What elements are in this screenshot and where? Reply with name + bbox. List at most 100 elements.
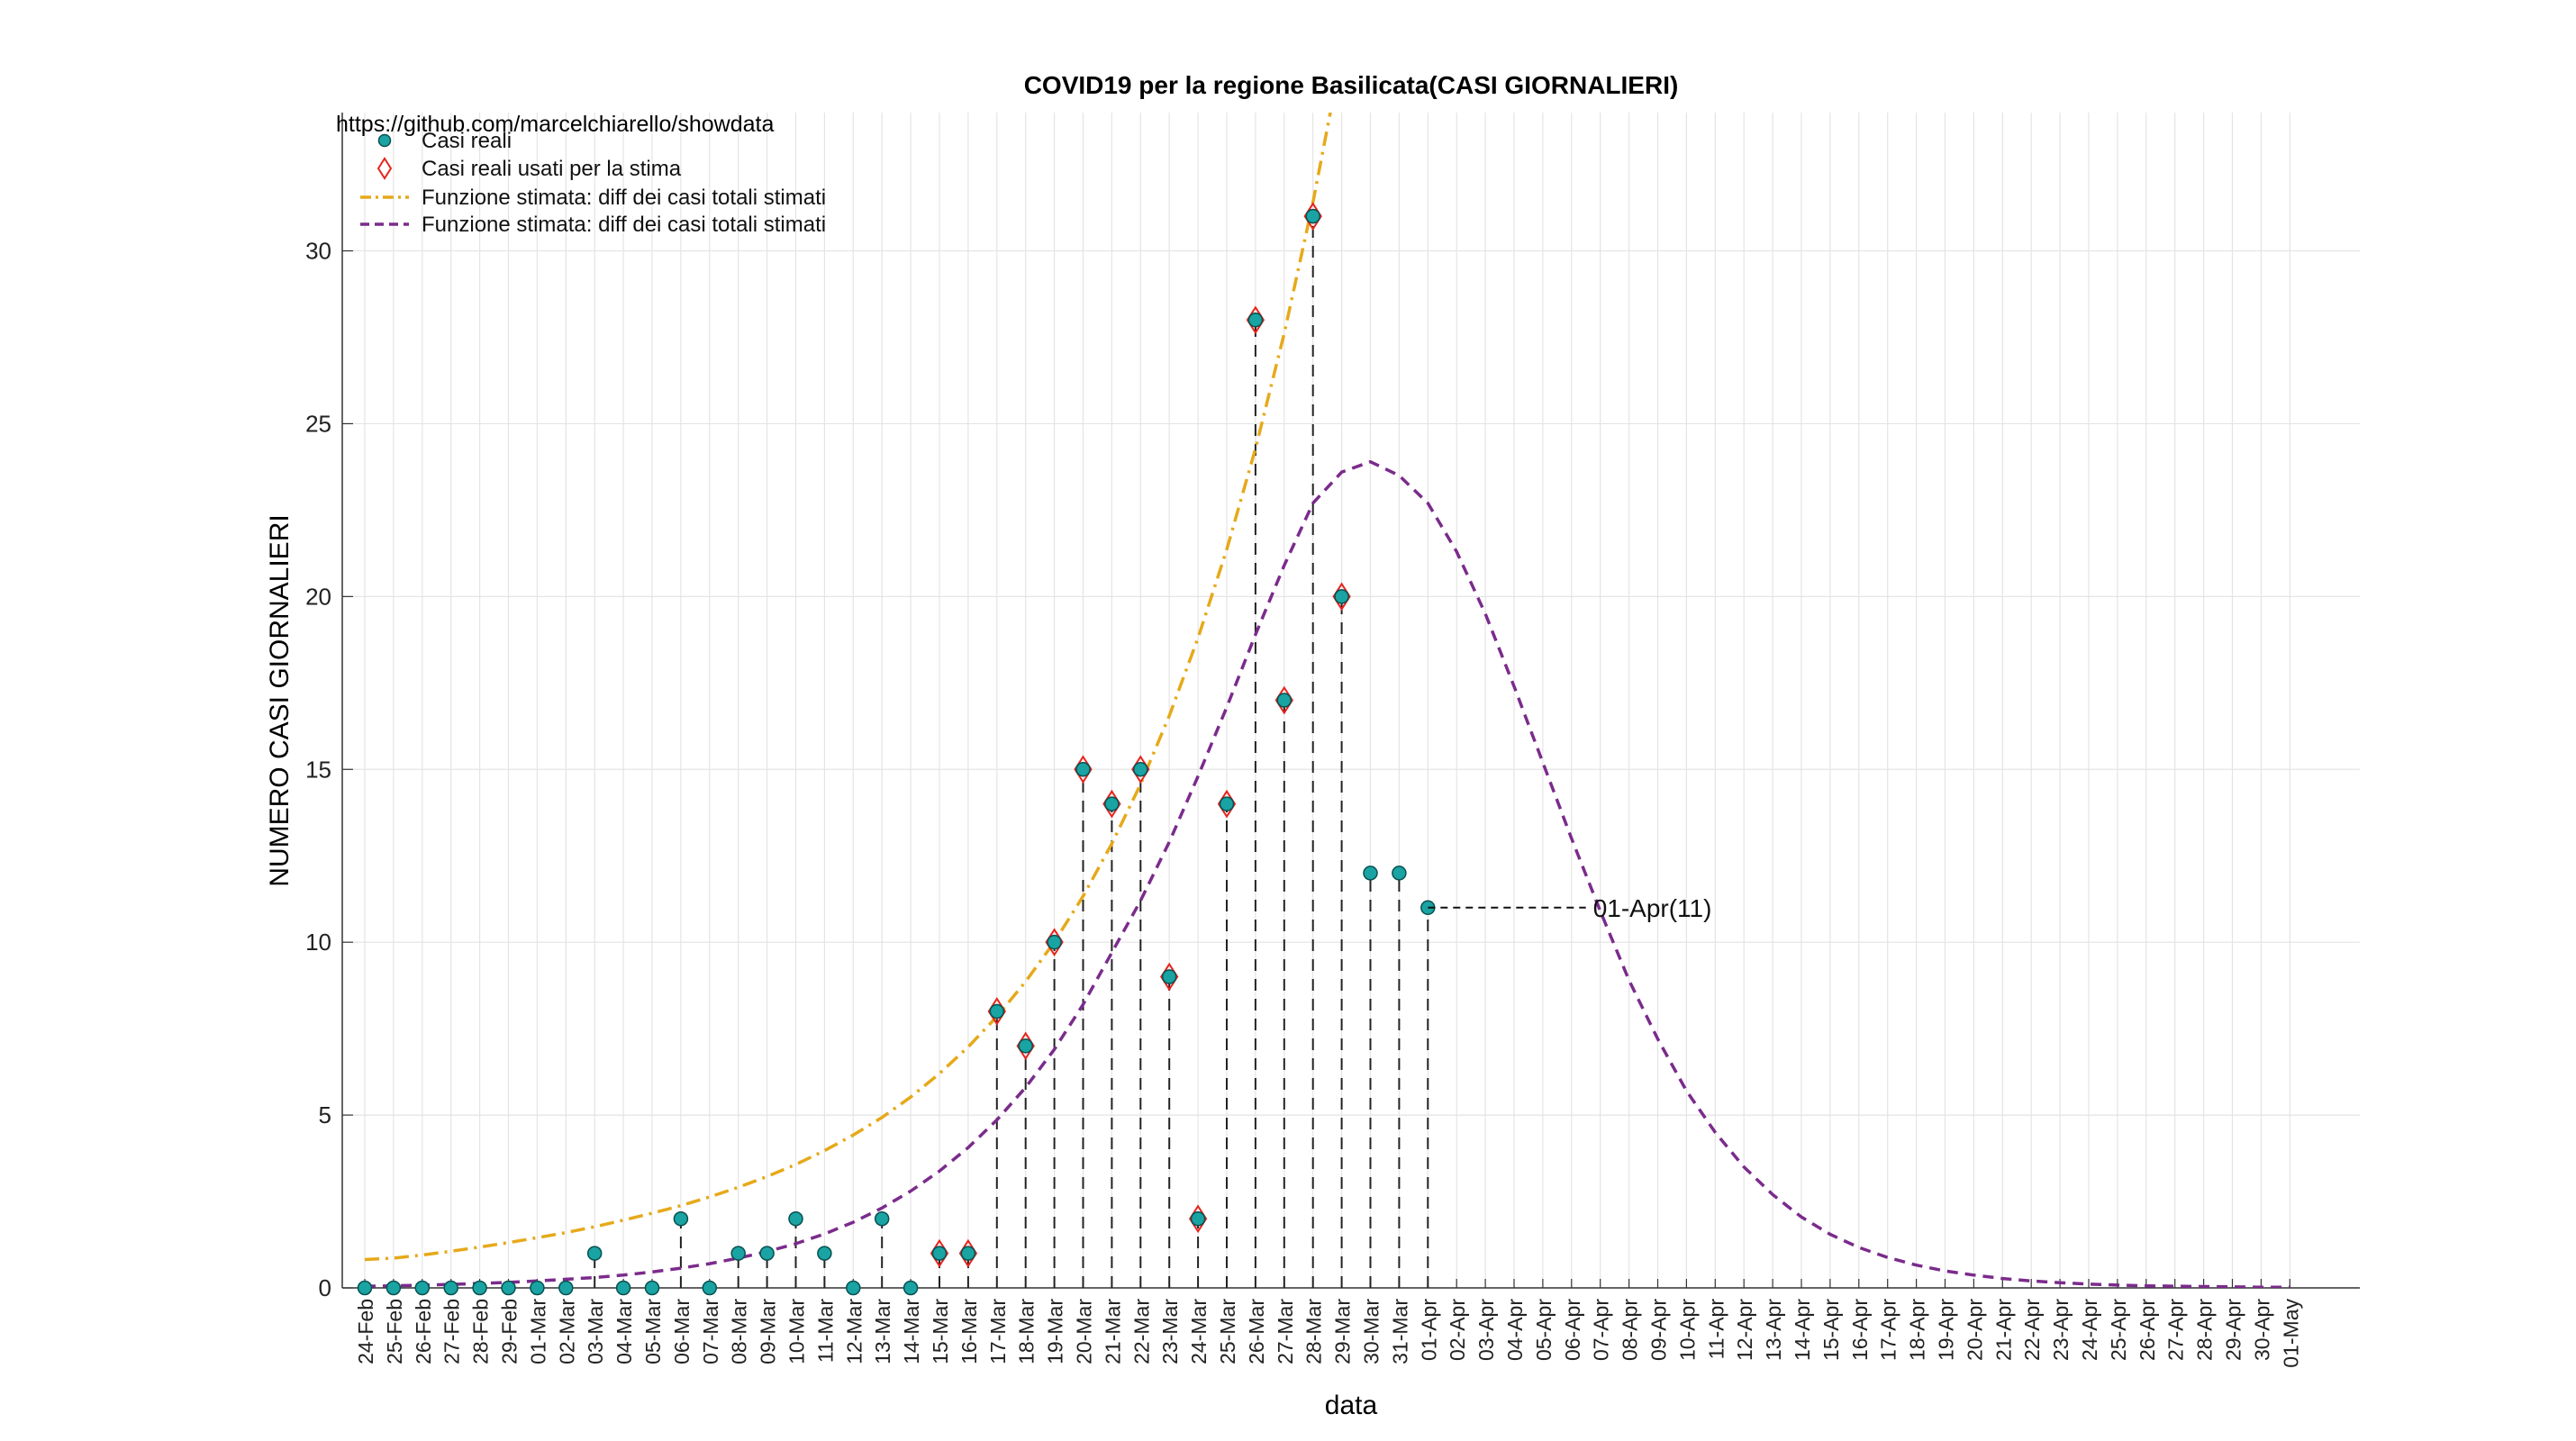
x-tick-label: 21-Mar bbox=[1101, 1299, 1124, 1364]
x-tick-label: 03-Mar bbox=[584, 1299, 607, 1364]
x-tick-label: 08-Apr bbox=[1619, 1299, 1642, 1361]
x-tick-label: 01-Apr bbox=[1417, 1299, 1440, 1361]
x-tick-label: 22-Mar bbox=[1129, 1299, 1153, 1364]
x-tick-label: 18-Apr bbox=[1906, 1299, 1929, 1361]
dot-marker bbox=[472, 1280, 487, 1296]
x-tick-label: 28-Feb bbox=[469, 1299, 493, 1364]
x-tick-label: 14-Apr bbox=[1791, 1299, 1814, 1361]
x-tick-label: 26-Feb bbox=[412, 1299, 435, 1364]
dot-marker bbox=[788, 1210, 803, 1227]
dot-marker bbox=[1133, 762, 1148, 777]
y-tick-label: 0 bbox=[319, 1274, 331, 1301]
x-tick-label: 28-Mar bbox=[1302, 1299, 1326, 1364]
x-tick-label: 29-Apr bbox=[2222, 1299, 2245, 1361]
dot-marker bbox=[357, 1280, 373, 1296]
stem-lines bbox=[594, 216, 1429, 1288]
x-tick-label: 25-Apr bbox=[2107, 1299, 2130, 1361]
legend-diamond-swatch bbox=[376, 157, 393, 180]
x-tick-label: 29-Mar bbox=[1331, 1299, 1355, 1364]
x-tick-label: 05-Apr bbox=[1532, 1299, 1556, 1361]
dot-marker bbox=[1190, 1210, 1206, 1227]
data-markers bbox=[357, 202, 1436, 1296]
dot-marker bbox=[1075, 762, 1091, 777]
dot-marker bbox=[1305, 208, 1320, 224]
x-tick-label: 25-Feb bbox=[383, 1299, 406, 1364]
x-tick-label: 04-Mar bbox=[612, 1299, 636, 1364]
x-tick-label: 24-Apr bbox=[2078, 1299, 2101, 1361]
fit-curve-orange bbox=[364, 113, 1332, 1262]
dot-marker bbox=[586, 1246, 603, 1261]
x-tick-label: 31-Mar bbox=[1388, 1299, 1411, 1364]
dot-marker bbox=[1276, 693, 1293, 708]
grid-lines bbox=[342, 113, 2360, 1289]
y-tick-label: 30 bbox=[305, 238, 331, 265]
dot-marker bbox=[1018, 1038, 1033, 1054]
y-tick-label: 20 bbox=[305, 583, 331, 610]
fit-curve-purple bbox=[364, 459, 2290, 1288]
x-tick-label: 18-Mar bbox=[1015, 1299, 1039, 1364]
x-tick-label: 08-Mar bbox=[728, 1299, 751, 1364]
x-tick-label: 12-Mar bbox=[842, 1299, 866, 1364]
x-tick-label: 11-Apr bbox=[1704, 1299, 1728, 1360]
x-tick-label: 07-Apr bbox=[1590, 1299, 1613, 1361]
y-tick-label: 25 bbox=[305, 410, 331, 437]
y-axis-label: NUMERO CASI GIORNALIERI bbox=[265, 514, 295, 886]
legend-label: Funzione stimata: diff dei casi totali s… bbox=[422, 213, 826, 237]
dot-marker bbox=[615, 1280, 631, 1296]
x-tick-label: 05-Mar bbox=[641, 1299, 665, 1364]
y-tick-label: 5 bbox=[319, 1101, 331, 1128]
x-tick-label: 10-Mar bbox=[785, 1299, 809, 1364]
dot-marker bbox=[1219, 796, 1235, 811]
dot-marker bbox=[530, 1280, 545, 1296]
plot-background bbox=[342, 113, 2360, 1288]
x-tick-label: 19-Mar bbox=[1044, 1299, 1067, 1364]
x-tick-label: 23-Apr bbox=[2049, 1299, 2073, 1361]
dot-marker bbox=[874, 1210, 890, 1227]
dot-marker bbox=[501, 1280, 516, 1296]
x-tick-label: 02-Mar bbox=[555, 1299, 578, 1364]
dot-marker bbox=[443, 1280, 458, 1296]
x-tick-label: 11-Mar bbox=[813, 1299, 837, 1363]
dot-marker bbox=[1392, 866, 1407, 881]
legend: Casi reali Casi reali usati per la stima F… bbox=[360, 129, 826, 237]
dot-marker bbox=[1104, 796, 1120, 811]
y-tick-label: 10 bbox=[305, 929, 331, 956]
x-tick-label: 15-Mar bbox=[929, 1299, 952, 1364]
dot-marker bbox=[817, 1246, 832, 1261]
x-tick-label: 17-Mar bbox=[986, 1299, 1010, 1364]
dot-marker bbox=[730, 1246, 746, 1261]
dot-marker bbox=[989, 1003, 1005, 1020]
dot-marker bbox=[759, 1246, 775, 1261]
dot-marker bbox=[673, 1210, 689, 1227]
x-tick-label: 27-Apr bbox=[2164, 1299, 2188, 1361]
x-tick-label: 29-Feb bbox=[498, 1299, 522, 1364]
x-tick-label: 17-Apr bbox=[1877, 1299, 1900, 1361]
dot-marker bbox=[903, 1280, 919, 1296]
legend-dot-swatch bbox=[377, 133, 392, 148]
y-tick-label: 15 bbox=[305, 756, 331, 783]
axes bbox=[341, 113, 2360, 1289]
x-tick-label: 07-Mar bbox=[699, 1299, 722, 1364]
chart-subtitle: https://github.com/marcelchiarello/showd… bbox=[336, 112, 774, 137]
x-tick-label: 20-Apr bbox=[1963, 1299, 1986, 1361]
dot-marker bbox=[558, 1280, 574, 1296]
x-tick-label: 14-Mar bbox=[900, 1299, 923, 1364]
legend-label: Casi reali usati per la stima bbox=[422, 157, 682, 181]
legend-label: Funzione stimata: diff dei casi totali s… bbox=[422, 186, 826, 210]
x-tick-label: 01-Mar bbox=[526, 1299, 549, 1364]
dot-marker bbox=[1047, 934, 1062, 950]
x-tick-label: 01-May bbox=[2279, 1299, 2302, 1368]
x-tick-label: 24-Feb bbox=[354, 1299, 377, 1364]
fitted-curves bbox=[364, 113, 2290, 1288]
x-tick-label: 03-Apr bbox=[1474, 1299, 1498, 1361]
x-tick-label: 06-Apr bbox=[1561, 1299, 1584, 1361]
dot-marker bbox=[931, 1246, 948, 1261]
x-tick-label: 28-Apr bbox=[2193, 1299, 2217, 1361]
annotation-group: 01-Apr(11) bbox=[1428, 894, 1711, 922]
x-tick-label: 27-Feb bbox=[440, 1299, 464, 1364]
dot-marker bbox=[1334, 589, 1349, 604]
x-tick-label: 21-Apr bbox=[1991, 1299, 2015, 1361]
dot-marker bbox=[414, 1280, 431, 1296]
chart-title: COVID19 per la regione Basilicata(CASI G… bbox=[1024, 71, 1679, 99]
